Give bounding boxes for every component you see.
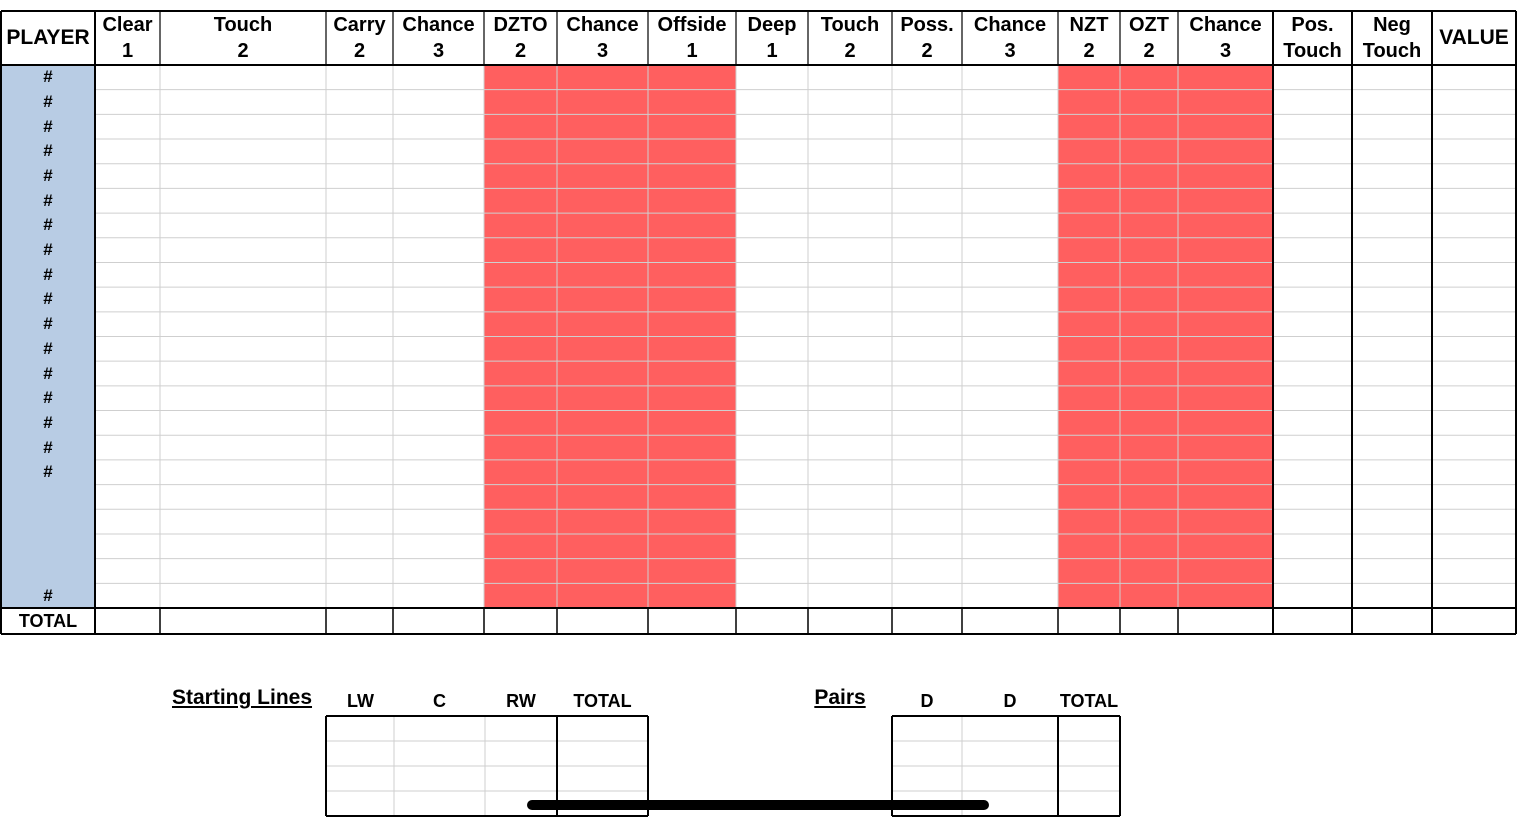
column-header-points: Touch — [1362, 40, 1422, 62]
column-header: Chance 3 — [1178, 11, 1273, 65]
column-header: Pos. Touch — [1273, 11, 1352, 65]
column-header: Touch 2 — [808, 11, 892, 65]
player-number[interactable]: # — [43, 166, 53, 186]
column-header: PLAYER — [1, 11, 95, 65]
column-header: DZTO 2 — [484, 11, 557, 65]
column-header-label: Poss. — [900, 14, 954, 36]
column-header-points: 2 — [514, 40, 527, 62]
column-header-points: 2 — [921, 40, 933, 62]
player-number[interactable]: # — [43, 215, 53, 235]
column-header-points: 1 — [121, 40, 134, 62]
column-header: NZT 2 — [1058, 11, 1120, 65]
starting-lines-col-c: C — [433, 691, 446, 711]
column-header-points: 1 — [766, 40, 778, 62]
pairs-title: Pairs — [814, 686, 866, 709]
column-header-points: 2 — [353, 40, 366, 62]
column-header: VALUE — [1432, 11, 1516, 65]
column-header-label: Chance — [566, 14, 639, 36]
column-header-label: Touch — [213, 14, 273, 36]
column-header-points: 3 — [596, 40, 609, 62]
column-header-points: 3 — [1004, 40, 1016, 62]
player-number[interactable]: # — [43, 92, 53, 111]
column-header-points: 3 — [432, 40, 445, 62]
column-header-points: 2 — [237, 40, 249, 62]
column-header: Deep 1 — [736, 11, 808, 65]
player-number[interactable]: # — [43, 190, 53, 210]
column-header-points: 2 — [1083, 40, 1095, 62]
player-number[interactable]: # — [43, 363, 53, 383]
column-header-label: PLAYER — [6, 26, 90, 49]
column-header: Offside 1 — [648, 11, 736, 65]
column-header: OZT 2 — [1120, 11, 1178, 65]
starting-lines-col-rw: RW — [506, 691, 536, 711]
column-header-label: Chance — [973, 14, 1047, 36]
column-header-points: 1 — [686, 40, 698, 62]
pairs-col-d1: D — [920, 691, 934, 711]
player-number[interactable]: # — [43, 289, 53, 309]
player-column-fill — [1, 65, 95, 608]
column-header-label: VALUE — [1439, 26, 1509, 49]
column-header-label: Chance — [402, 14, 475, 36]
player-number[interactable]: # — [43, 462, 53, 482]
column-header: Poss. 2 — [892, 11, 962, 65]
column-header-label: Chance — [1189, 14, 1262, 36]
column-header-points: 2 — [844, 40, 856, 62]
player-number[interactable]: # — [43, 437, 53, 457]
column-header-label: OZT — [1129, 14, 1169, 36]
player-number[interactable]: # — [43, 116, 53, 136]
starting-lines-col-lw: LW — [347, 691, 374, 711]
pairs-col-d2: D — [1003, 691, 1017, 711]
starting-lines-col-total: TOTAL — [573, 691, 632, 711]
column-header: Chance 3 — [393, 11, 484, 65]
player-number[interactable]: # — [43, 388, 53, 408]
column-header: Clear 1 — [95, 11, 160, 65]
column-header-points: 2 — [1143, 40, 1155, 62]
column-header-label: Offside — [657, 14, 727, 36]
column-header-label: Clear — [102, 14, 153, 36]
pairs-col-total: TOTAL — [1059, 691, 1119, 711]
column-header-points: 3 — [1219, 40, 1232, 62]
player-number[interactable]: # — [43, 240, 53, 260]
player-number[interactable]: # — [43, 67, 53, 87]
column-header-label: Neg — [1373, 14, 1411, 36]
column-header-label: Touch — [820, 14, 880, 36]
column-header: Touch 2 — [160, 11, 326, 65]
column-header-label: DZTO — [493, 14, 548, 36]
column-header-label: Carry — [333, 14, 386, 36]
column-header: Carry 2 — [326, 11, 393, 65]
column-header: Chance 3 — [962, 11, 1058, 65]
player-number[interactable]: # — [43, 338, 53, 358]
column-header-points: Touch — [1283, 40, 1342, 62]
player-number[interactable]: # — [43, 585, 53, 605]
column-header-label: Deep — [747, 14, 797, 36]
column-header-label: Pos. — [1291, 14, 1334, 36]
total-row-label: TOTAL — [18, 610, 78, 631]
player-number[interactable]: # — [43, 264, 53, 284]
player-number[interactable]: # — [43, 141, 53, 161]
column-header: Chance 3 — [557, 11, 648, 65]
column-header-label: NZT — [1069, 14, 1109, 36]
starting-lines-title: Starting Lines — [171, 686, 313, 709]
player-number[interactable]: # — [43, 412, 53, 432]
column-header: Neg Touch — [1352, 11, 1432, 65]
player-number[interactable]: # — [43, 314, 53, 334]
